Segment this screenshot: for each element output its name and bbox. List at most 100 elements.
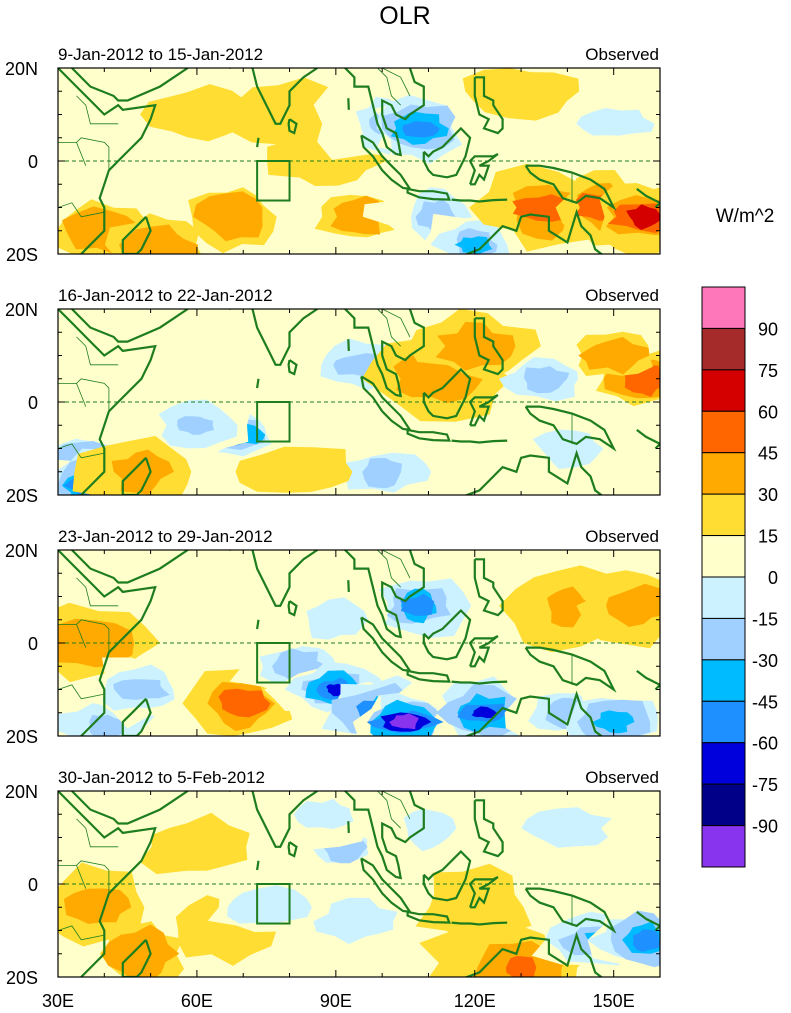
country-border [58, 925, 105, 941]
coastline [477, 45, 484, 59]
coastline [477, 768, 484, 782]
coastline [524, 646, 617, 693]
coastline [347, 821, 350, 833]
coastline [360, 857, 413, 914]
colorbar-swatch [701, 700, 746, 744]
olr-anomaly-contour [235, 446, 353, 493]
panel-date-label: 30-Jan-2012 to 5-Feb-2012 [58, 768, 265, 787]
colorbar-label: 90 [758, 319, 778, 339]
coastline [451, 439, 508, 444]
olr-anomaly-contour [505, 956, 537, 977]
colorbar-label: 0 [768, 568, 778, 588]
olr-anomaly-contour [435, 321, 516, 371]
panel-tag-label: Observed [585, 45, 659, 64]
coastline [406, 187, 451, 201]
y-tick-label: 20S [6, 245, 38, 265]
colorbar-label: -15 [752, 609, 778, 629]
coastline [473, 799, 504, 858]
colorbar-swatch [701, 286, 746, 329]
map-panel: 20N 0 20S 9-Jan-2012 to 15-Jan-2012 Observed [5, 45, 661, 265]
coastline [451, 198, 508, 203]
colorbar-swatch [701, 576, 746, 619]
colorbar-swatch [701, 452, 746, 495]
coastline [121, 698, 152, 736]
olr-anomaly-contour [101, 924, 180, 977]
coastline [477, 286, 484, 300]
coastlines [58, 550, 660, 736]
coastline [343, 68, 425, 157]
y-tick-label: 20S [6, 486, 38, 506]
coastline [406, 910, 451, 924]
coastline [121, 457, 152, 495]
colorbar-swatch [701, 825, 746, 868]
analysis-box [256, 160, 291, 202]
coastline [58, 309, 157, 495]
coastline [406, 428, 451, 442]
colorbar-label: -30 [752, 651, 778, 671]
olr-anomaly-contour [532, 429, 604, 470]
country-border [76, 860, 110, 894]
colorbar-label: 75 [758, 361, 778, 381]
olr-anomaly-contour [113, 679, 170, 700]
coastline [256, 137, 260, 148]
y-tick-label: 20N [5, 782, 38, 802]
olr-anomaly-contour [400, 593, 435, 616]
olr-field [58, 309, 660, 495]
coastline [58, 791, 157, 977]
coastline [636, 429, 660, 450]
panel-date-label: 23-Jan-2012 to 29-Jan-2012 [58, 527, 273, 546]
coastline [347, 98, 350, 110]
coastline [287, 600, 298, 617]
country-border [58, 443, 105, 459]
country-border [382, 68, 411, 97]
panel-tag-label: Observed [585, 286, 659, 305]
panel-date-label: 16-Jan-2012 to 22-Jan-2012 [58, 286, 273, 305]
colorbar-swatch [701, 535, 746, 578]
coastline [422, 126, 472, 179]
olr-anomaly-contour [606, 583, 660, 627]
coastline [58, 550, 157, 736]
map-panel: 20N 0 20S 16-Jan-2012 to 22-Jan-2012 Observe… [5, 286, 661, 506]
coastline [451, 921, 508, 926]
panel-date-label: 9-Jan-2012 to 15-Jan-2012 [58, 45, 263, 64]
colorbar-swatch [701, 783, 746, 827]
coastline [636, 911, 660, 932]
coastline [524, 164, 617, 211]
coastline [71, 791, 189, 825]
colorbar-swatch [701, 493, 746, 537]
x-tick-label: 120E [454, 991, 496, 1011]
colorbar-label: 30 [758, 485, 778, 505]
x-axis: 30E 60E 90E 120E 150E [42, 991, 635, 1011]
coastline [422, 849, 472, 902]
colorbar-label: -75 [752, 775, 778, 795]
coastline [287, 359, 298, 376]
coastline [229, 550, 318, 607]
olr-anomaly-contour [177, 416, 214, 435]
olr-anomaly-contour [524, 366, 570, 394]
country-border [382, 791, 411, 820]
coastlines [58, 768, 660, 977]
olr-anomaly-contour [218, 688, 271, 718]
olr-anomaly-contour [62, 150, 182, 203]
olr-anomaly-contour [293, 798, 354, 829]
map-panel: 20N 0 20S 30-Jan-2012 to 5-Feb-2012 Observed [5, 768, 661, 988]
coastline [256, 619, 260, 630]
coastline [287, 118, 298, 135]
coastline [422, 367, 472, 420]
olr-anomaly-contour [313, 897, 398, 944]
olr-field [58, 565, 660, 736]
coastline [524, 405, 617, 452]
country-border [76, 619, 110, 653]
analysis-box [256, 642, 291, 684]
coastline [636, 188, 660, 209]
coastline [360, 134, 413, 191]
coastline [287, 841, 298, 858]
y-tick-label: 0 [28, 393, 38, 413]
coastline [229, 68, 318, 125]
coastline [422, 608, 472, 661]
olr-anomaly-contour [547, 586, 594, 628]
coastline [463, 449, 604, 495]
olr-anomaly-contour [403, 808, 457, 852]
country-border [377, 68, 401, 106]
coastline [256, 860, 260, 871]
